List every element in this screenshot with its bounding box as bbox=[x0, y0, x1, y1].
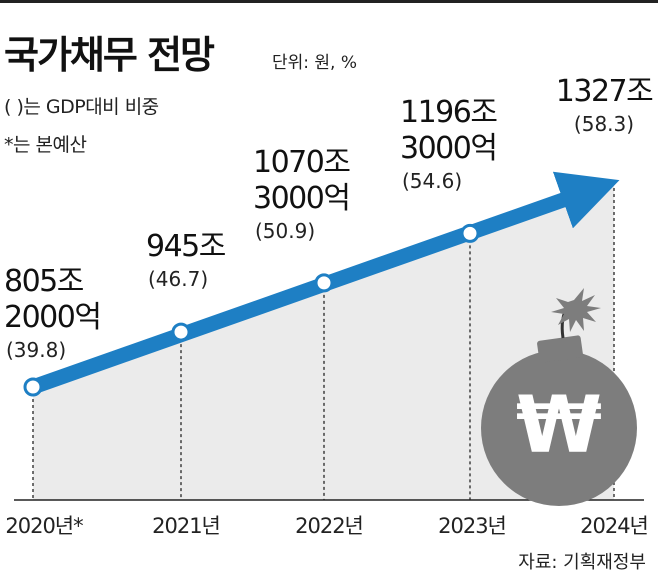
unit-label: 단위: 원, % bbox=[272, 53, 358, 73]
data-label: 1327조 bbox=[556, 74, 653, 109]
data-label: 3000억 bbox=[253, 181, 349, 216]
won-sign: ₩ bbox=[516, 381, 602, 471]
top-rule bbox=[0, 0, 658, 3]
x-tick-label: 2021년 bbox=[152, 514, 220, 538]
data-label: 1196조 bbox=[400, 95, 497, 130]
ratio-label: (50.9) bbox=[255, 219, 315, 243]
x-tick-label: 2024년 bbox=[580, 514, 648, 538]
data-point bbox=[314, 273, 334, 293]
chart-title: 국가채무 전망 bbox=[4, 33, 215, 77]
area-fill bbox=[33, 182, 614, 500]
source-note: 자료: 기획재정부 bbox=[518, 552, 646, 573]
data-point bbox=[171, 322, 191, 342]
data-label: 945조 bbox=[146, 229, 226, 264]
ratio-label: (58.3) bbox=[574, 112, 634, 136]
x-tick-label: 2023년 bbox=[438, 514, 506, 538]
series-line-debt bbox=[30, 171, 620, 395]
ratio-label: (54.6) bbox=[402, 169, 462, 193]
data-label: 2000억 bbox=[4, 300, 100, 335]
x-tick-label: 2022년 bbox=[295, 514, 363, 538]
ratio-note: ( )는 GDP대비 비중 bbox=[4, 96, 159, 118]
ratio-label: (39.8) bbox=[6, 338, 66, 362]
data-label: 1070조 bbox=[253, 145, 350, 180]
data-label: 805조 bbox=[4, 264, 84, 299]
budget-note: *는 본예산 bbox=[4, 134, 87, 156]
bomb-won-icon: ₩ bbox=[481, 288, 637, 506]
x-tick-label: 2020년* bbox=[5, 514, 83, 538]
data-point bbox=[460, 223, 480, 243]
data-point bbox=[23, 377, 43, 397]
data-label: 3000억 bbox=[400, 131, 496, 166]
ratio-label: (46.7) bbox=[148, 267, 208, 291]
